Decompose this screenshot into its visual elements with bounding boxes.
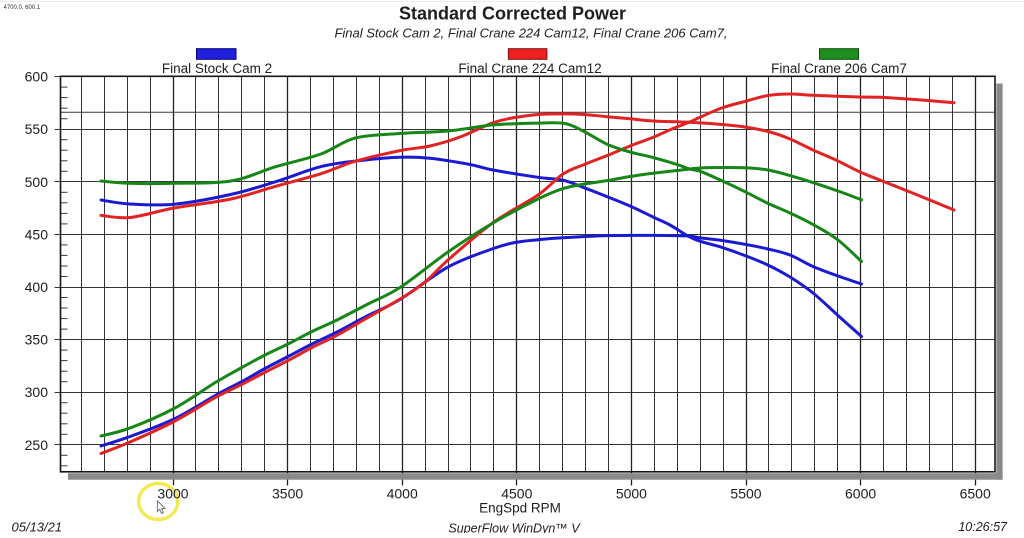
svg-text:550: 550 bbox=[25, 121, 49, 137]
svg-text:EngSpd RPM: EngSpd RPM bbox=[479, 500, 561, 515]
svg-text:Standard Corrected Power: Standard Corrected Power bbox=[399, 4, 626, 24]
svg-text:400: 400 bbox=[25, 279, 49, 295]
svg-text:450: 450 bbox=[25, 226, 49, 242]
svg-text:3000: 3000 bbox=[157, 485, 188, 501]
svg-text:3500: 3500 bbox=[272, 485, 303, 501]
svg-text:300: 300 bbox=[25, 384, 49, 400]
svg-text:5500: 5500 bbox=[730, 485, 761, 501]
svg-text:10:26:57: 10:26:57 bbox=[958, 520, 1008, 533]
svg-text:Final Stock Cam 2: Final Stock Cam 2 bbox=[162, 61, 272, 76]
svg-text:4500: 4500 bbox=[501, 485, 532, 501]
svg-text:250: 250 bbox=[25, 437, 49, 453]
svg-text:4700.0, 600.1: 4700.0, 600.1 bbox=[4, 5, 41, 11]
svg-text:Final Crane 206 Cam7: Final Crane 206 Cam7 bbox=[771, 61, 907, 76]
svg-text:600: 600 bbox=[25, 69, 49, 85]
svg-text:Final Stock Cam 2, Final Crane: Final Stock Cam 2, Final Crane 224 Cam12… bbox=[334, 26, 727, 41]
svg-text:350: 350 bbox=[25, 332, 49, 348]
svg-text:05/13/21: 05/13/21 bbox=[12, 520, 63, 534]
svg-text:4000: 4000 bbox=[387, 485, 418, 501]
svg-text:500: 500 bbox=[25, 174, 49, 190]
svg-text:6500: 6500 bbox=[960, 485, 991, 501]
svg-text:5000: 5000 bbox=[616, 485, 647, 501]
svg-text:SuperFlow WinDyn™ V: SuperFlow WinDyn™ V bbox=[448, 522, 581, 534]
svg-text:6000: 6000 bbox=[845, 485, 876, 501]
svg-text:Final Crane 224 Cam12: Final Crane 224 Cam12 bbox=[458, 61, 601, 76]
